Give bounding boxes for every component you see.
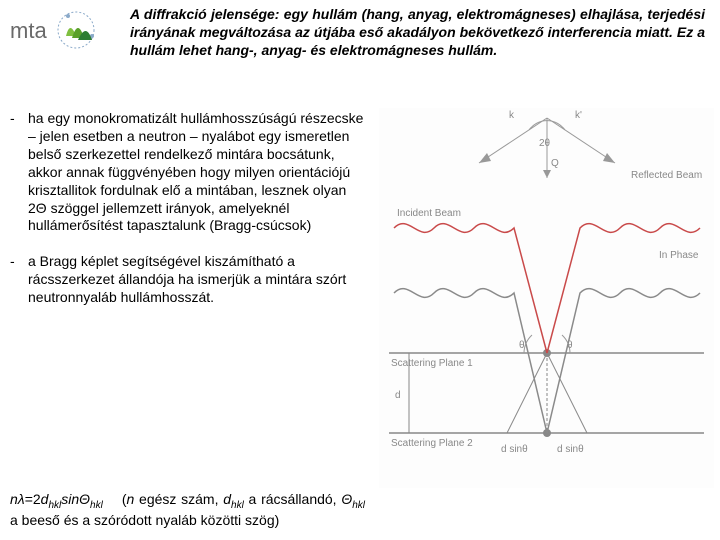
incident-beam-label: Incident Beam	[397, 208, 461, 219]
kprime-label: k'	[575, 110, 582, 121]
formula-sin: sin	[61, 491, 79, 507]
reflected-beam-label: Reflected Beam	[631, 170, 702, 181]
bullet-dash-icon: -	[10, 253, 28, 307]
list-item: - ha egy monokromatizált hullámhosszúság…	[10, 110, 365, 235]
bullet-text: a Bragg képlet segítségével kiszámítható…	[28, 253, 365, 307]
bullet-text: ha egy monokromatizált hullámhosszúságú …	[28, 110, 365, 235]
dsintheta-label: d sinθ	[501, 444, 528, 455]
theta-label: θ	[519, 340, 525, 351]
bragg-diagram: d d sinθ d sinθ θ θ k k' Q 2θ Incident B…	[379, 108, 714, 488]
theta-label: θ	[567, 340, 573, 351]
logo-dot-icon	[66, 14, 70, 18]
bullet-dash-icon: -	[10, 110, 28, 235]
plane2-label: Scattering Plane 2	[391, 438, 473, 449]
in-phase-label: In Phase	[659, 250, 699, 261]
formula-n: n	[10, 491, 18, 507]
formula-theta: Θ	[79, 491, 90, 507]
intro-paragraph: A diffrakció jelensége: egy hullám (hang…	[130, 6, 705, 60]
bullet-list: - ha egy monokromatizált hullámhosszúság…	[10, 110, 365, 325]
formula-eq-mid: =2	[25, 491, 41, 507]
logo-text: mta	[10, 18, 47, 43]
dsintheta-label: d sinθ	[557, 444, 584, 455]
d-label: d	[395, 390, 401, 401]
logo: mta	[8, 6, 118, 56]
two-theta-label: 2θ	[539, 138, 551, 149]
list-item: - a Bragg képlet segítségével kiszámítha…	[10, 253, 365, 307]
formula-lambda: λ	[18, 491, 25, 507]
formula-sub: hkl	[90, 499, 103, 510]
formula-sub: hkl	[48, 499, 61, 510]
formula-paragraph: nλ=2dhklsinΘhkl (n egész szám, dhkl a rá…	[10, 491, 365, 531]
formula-equation: nλ=2dhklsinΘhkl	[10, 491, 108, 507]
plane1-label: Scattering Plane 1	[391, 358, 473, 369]
q-label: Q	[551, 158, 559, 169]
